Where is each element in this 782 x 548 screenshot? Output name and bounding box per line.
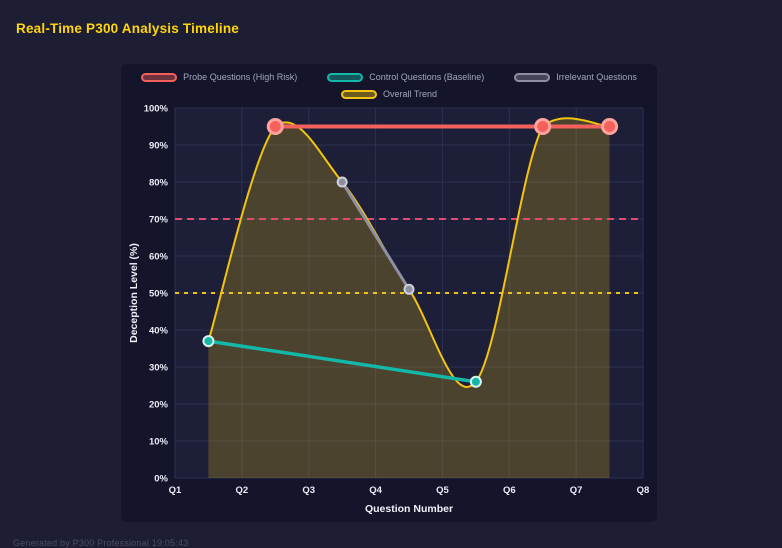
svg-text:Q3: Q3 <box>302 485 315 496</box>
svg-text:Q7: Q7 <box>570 485 583 496</box>
svg-text:40%: 40% <box>149 326 169 337</box>
svg-text:50%: 50% <box>149 289 169 300</box>
svg-text:Q2: Q2 <box>236 485 249 496</box>
legend-item-control[interactable]: Control Questions (Baseline) <box>327 72 484 82</box>
legend-item-probe[interactable]: Probe Questions (High Risk) <box>141 72 297 82</box>
legend-item-irrelevant[interactable]: Irrelevant Questions <box>514 72 637 82</box>
svg-text:10%: 10% <box>149 437 169 448</box>
svg-text:80%: 80% <box>149 178 169 189</box>
svg-text:20%: 20% <box>149 400 169 411</box>
legend-item-trend[interactable]: Overall Trend <box>340 89 438 99</box>
page-title: Real-Time P300 Analysis Timeline <box>16 21 240 36</box>
chart-panel: Q1 Q2 Q3 Q4 Q5 Q6 Q7 Q8 0% 10% 20% 30% 40% 50% 60% 70% 8… <box>121 64 657 522</box>
svg-text:Question Number: Question Number <box>365 503 453 515</box>
svg-text:Q4: Q4 <box>369 485 382 496</box>
legend-label-control: Control Questions (Baseline) <box>369 72 485 82</box>
svg-text:0%: 0% <box>154 474 168 485</box>
legend-label-irrelevant: Irrelevant Questions <box>556 72 637 82</box>
legend-row-2: Overall Trend <box>121 89 657 99</box>
svg-text:Deception Level (%): Deception Level (%) <box>128 243 140 343</box>
control-swatch-icon <box>327 72 364 82</box>
footer-note: Generated by P300 Professional 19:05:43 <box>13 538 189 548</box>
legend-label-probe: Probe Questions (High Risk) <box>183 72 298 82</box>
svg-text:90%: 90% <box>149 141 169 152</box>
svg-text:30%: 30% <box>149 363 169 374</box>
svg-text:Q6: Q6 <box>503 485 516 496</box>
probe-swatch-icon <box>141 72 178 82</box>
timeline-chart: Q1 Q2 Q3 Q4 Q5 Q6 Q7 Q8 0% 10% 20% 30% 40% 50% 60% 70% 8… <box>128 104 650 516</box>
svg-text:Q5: Q5 <box>436 485 449 496</box>
legend-label-trend: Overall Trend <box>382 89 438 99</box>
svg-text:Q1: Q1 <box>169 485 182 496</box>
legend-row-1: Probe Questions (High Risk) Control Ques… <box>121 72 657 82</box>
svg-text:70%: 70% <box>149 215 169 226</box>
svg-text:Q8: Q8 <box>637 485 650 496</box>
svg-text:100%: 100% <box>144 104 169 115</box>
trend-swatch-icon <box>340 89 377 99</box>
svg-text:60%: 60% <box>149 252 169 263</box>
irrelevant-swatch-icon <box>514 72 551 82</box>
